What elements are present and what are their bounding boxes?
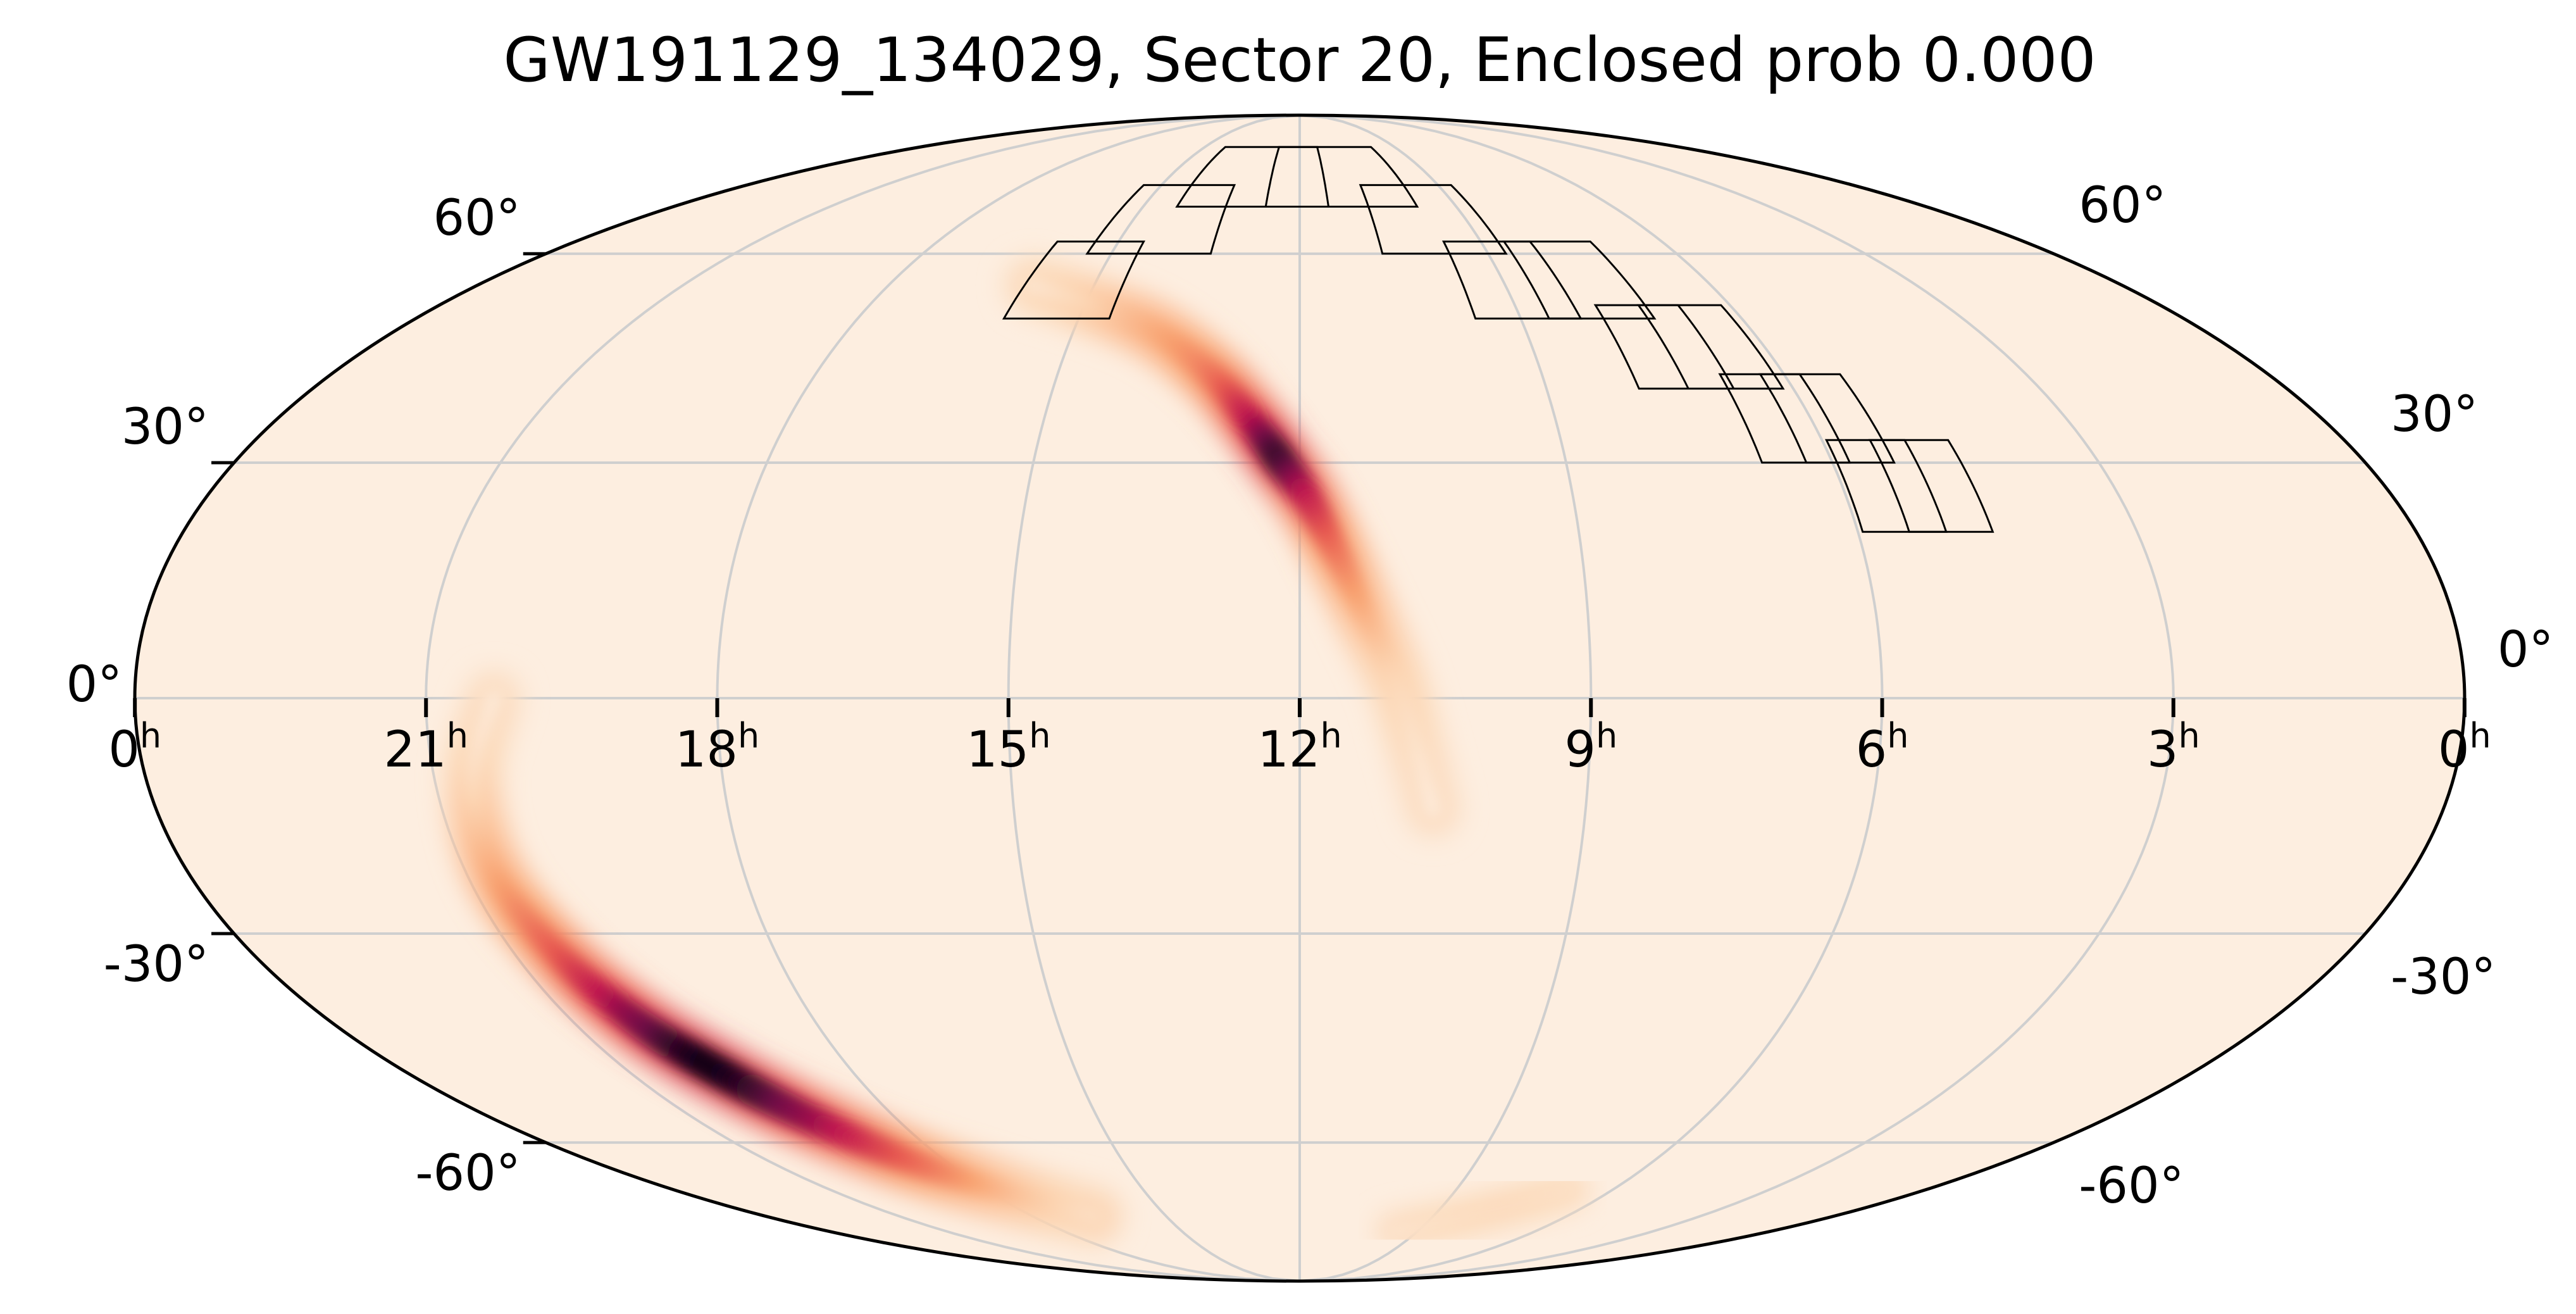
probability-arc-north [1024,277,1441,818]
ra-tick-value: 0 [108,722,140,779]
ra-tick-unit: h [1029,716,1050,756]
sector-footprint [1002,241,1146,320]
ra-tick-value: 18 [675,722,738,779]
dec-tick-label-left: 60° [433,190,520,247]
ra-tick-label: 12h [1257,716,1342,779]
ra-tick-value: 15 [966,722,1029,779]
ra-tick-label: 3h [2147,716,2200,779]
dec-tick-label-right: 60° [2079,177,2166,234]
ra-tick-unit: h [447,716,468,756]
ra-tick-label: 6h [1856,716,1909,779]
ra-axis: 0h 21h 18h 15h 12h 9h 6h 3h 0h [108,698,2491,779]
probability-arc-north-segment [1424,798,1441,818]
ra-tick-value: 9 [1564,722,1596,779]
probability-arc-south-segment [1081,1206,1104,1225]
ra-tick-label: 0h [108,716,161,779]
dec-tick-label-left: 0° [66,656,123,713]
ra-tick-label: 0h [2438,716,2491,779]
ra-tick-value: 12 [1257,722,1320,779]
ra-tick-unit: h [1596,716,1617,756]
sector-footprint [1636,304,1785,390]
chart-title: GW191129_134029, Sector 20, Enclosed pro… [503,25,2096,96]
sector-footprint [1085,184,1236,255]
sector-footprint [1502,241,1657,320]
ra-tick-unit: h [1887,716,1908,756]
dec-axis: 60° 60° 30° 30° 0° 0° -30° -30° -60° -60° [66,177,2554,1215]
ra-tick-unit: h [140,716,161,756]
ra-tick-label: 21h [384,716,469,779]
ra-tick-value: 3 [2147,722,2179,779]
ra-tick-unit: h [2178,716,2200,756]
ra-tick-unit: h [2470,716,2491,756]
probability-arc-south [464,690,1104,1225]
ra-tick-label: 15h [966,716,1051,779]
probability-density [444,256,1590,1251]
ra-tick-value: 6 [1856,722,1888,779]
dec-tick-label-right: 0° [2498,622,2554,679]
probability-arc-faint-segment [1563,1185,1576,1196]
dec-tick-label-left: -30° [104,936,209,993]
sector-footprint [1264,146,1419,208]
dec-tick-label-right: 30° [2391,386,2478,443]
sector-footprint [1359,184,1508,255]
dec-tick-label-left: -60° [415,1145,520,1202]
sector-footprints [1002,146,1994,533]
ra-tick-value: 0 [2438,722,2470,779]
ra-tick-value: 21 [384,722,447,779]
probability-arc-faint [1390,1185,1576,1236]
ra-tick-label: 18h [675,716,760,779]
ra-tick-unit: h [738,716,759,756]
ra-tick-label: 9h [1564,716,1617,779]
dec-tick-label-left: 30° [121,399,209,456]
dec-tick-label-right: -60° [2079,1158,2184,1215]
ra-tick-unit: h [1321,716,1342,756]
dec-tick-label-right: -30° [2391,949,2496,1006]
sector-footprint [1758,373,1896,464]
sector-footprint [1868,439,1994,533]
